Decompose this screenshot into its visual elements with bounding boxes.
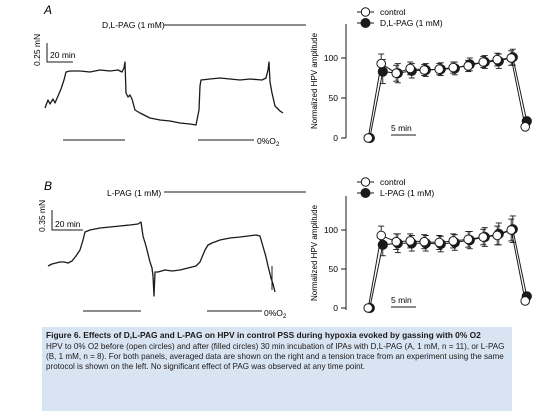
y-tick-label: 50 [329, 264, 339, 274]
legend-a-drug-marker [360, 18, 371, 28]
open-data-point [448, 62, 459, 73]
open-data-point [419, 65, 430, 75]
panel-a-scale-x-label: 20 min [50, 50, 76, 60]
open-data-point [363, 133, 374, 143]
open-data-point [506, 53, 517, 63]
legend-b-drug-label: L-PAG (1 mM) [380, 188, 434, 198]
panel-b-tension-trace [47, 221, 276, 297]
panel-b-y-axis-label: Normalized HPV amplitude [310, 204, 319, 301]
panel-a-chart: 0 50 100 Normalized HPV amplitude 5 min co… [310, 7, 532, 144]
panel-a-time-scale-label: 5 min [391, 123, 412, 133]
figure-caption: Figure 6. Effects of D,L-PAG and L-PAG o… [42, 327, 512, 411]
open-data-point [448, 236, 459, 246]
open-data-point [492, 54, 503, 65]
open-data-point [506, 225, 517, 235]
figure-canvas: A D,L-PAG (1 mM) 0.25 mN 20 min 0%O2 B L… [32, 3, 532, 320]
panel-b-hypoxia-label: 0%O2 [264, 308, 287, 320]
panel-b-time-scale-label: 5 min [391, 295, 412, 305]
panel-b-scale-y-label: 0.35 mN [37, 200, 47, 232]
open-data-point [376, 58, 387, 69]
panel-b-y-ticks: 0 50 100 [324, 225, 346, 313]
open-data-point [463, 234, 474, 245]
panel-a-drug-label: D,L-PAG (1 mM) [102, 20, 165, 30]
panel-b-letter: B [44, 179, 52, 193]
open-data-point [405, 236, 416, 246]
panel-a-y-axis-label: Normalized HPV amplitude [310, 32, 319, 129]
panel-a-scale-y-label: 0.25 mN [32, 34, 42, 66]
legend-a-drug-label: D,L-PAG (1 mM) [380, 18, 443, 28]
panel-a-y-ticks: 0 50 100 [324, 53, 346, 143]
legend-b-control-marker [360, 177, 371, 187]
open-data-point [478, 57, 489, 67]
open-data-point [376, 230, 387, 241]
panel-a-legend: control D,L-PAG (1 mM) [357, 7, 443, 28]
panel-b-data-points [363, 215, 532, 314]
panel-b-trace-group: B L-PAG (1 mM) 0.35 mN 20 min 0%O2 [37, 179, 306, 320]
panel-b-legend: control L-PAG (1 mM) [357, 177, 434, 198]
panel-a-scale-bar [46, 43, 73, 63]
panel-a-tension-trace [44, 61, 284, 126]
open-data-point [478, 232, 489, 242]
open-data-point [434, 237, 445, 248]
open-data-point [363, 303, 374, 313]
open-data-point [419, 236, 430, 247]
caption-title: Figure 6. Effects of D,L-PAG and L-PAG o… [46, 330, 481, 340]
open-data-point [405, 63, 416, 74]
y-tick-label: 100 [324, 53, 338, 63]
filled-data-point [377, 239, 388, 250]
open-data-point [391, 236, 402, 247]
y-tick-label: 0 [333, 133, 338, 143]
open-data-point [391, 68, 402, 78]
y-tick-label: 50 [329, 93, 339, 103]
panel-b-drug-label: L-PAG (1 mM) [107, 188, 161, 198]
legend-a-control-marker [360, 7, 371, 17]
legend-a-control-label: control [380, 7, 406, 17]
legend-b-control-label: control [380, 177, 406, 187]
open-data-point [463, 61, 474, 71]
panel-a-data-points [363, 48, 532, 144]
legend-b-drug-marker [360, 188, 371, 198]
panel-a-trace-group: A D,L-PAG (1 mM) 0.25 mN 20 min 0%O2 [32, 3, 306, 148]
filled-data-point [377, 66, 388, 77]
panel-b-scale-bar [51, 210, 83, 231]
y-tick-label: 100 [324, 225, 338, 235]
y-tick-label: 0 [333, 303, 338, 313]
open-data-point [492, 230, 503, 241]
panel-b-chart: 0 50 100 Normalized HPV amplitude 5 min co… [310, 177, 532, 314]
panel-a-hypoxia-label: 0%O2 [257, 136, 280, 148]
open-data-point [520, 296, 531, 306]
caption-body: HPV to 0% O2 before (open circles) and a… [46, 341, 505, 372]
open-data-point [434, 64, 445, 74]
open-data-point [520, 122, 531, 132]
panel-b-scale-x-label: 20 min [55, 219, 81, 229]
panel-a-letter: A [43, 3, 52, 17]
